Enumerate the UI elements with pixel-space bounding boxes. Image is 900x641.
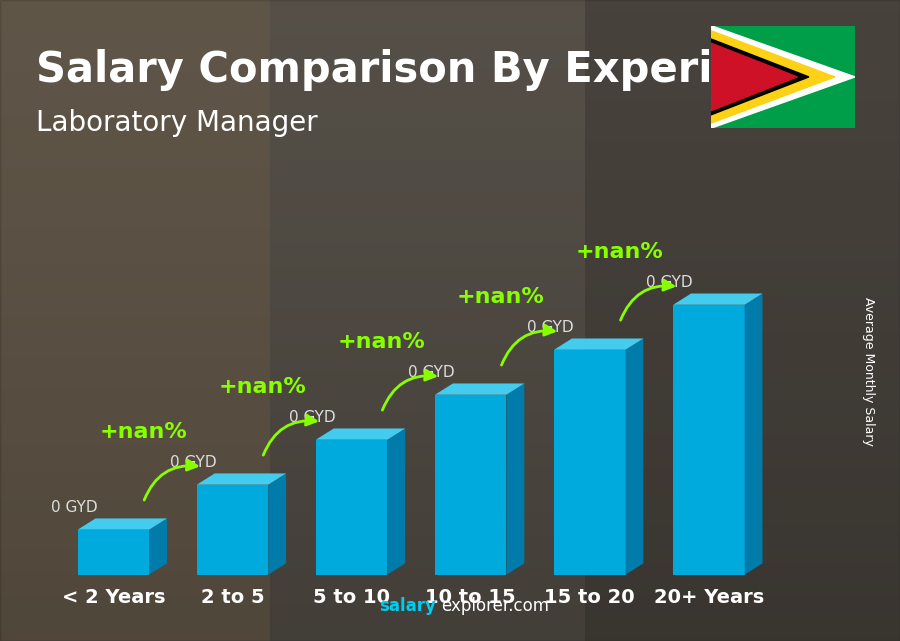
Text: Average Monthly Salary: Average Monthly Salary (862, 297, 875, 446)
Text: 0 GYD: 0 GYD (289, 410, 336, 425)
Text: Laboratory Manager: Laboratory Manager (36, 109, 318, 137)
Polygon shape (711, 26, 855, 128)
Text: 0 GYD: 0 GYD (170, 455, 217, 470)
Polygon shape (316, 440, 387, 574)
Polygon shape (149, 519, 167, 574)
Text: salary: salary (380, 597, 436, 615)
Polygon shape (268, 474, 286, 574)
Text: +nan%: +nan% (338, 332, 426, 352)
Text: +nan%: +nan% (576, 242, 663, 262)
Text: 0 GYD: 0 GYD (408, 365, 454, 380)
Polygon shape (711, 39, 809, 115)
Polygon shape (387, 428, 405, 574)
Text: 0 GYD: 0 GYD (646, 275, 693, 290)
Text: +nan%: +nan% (219, 377, 306, 397)
Polygon shape (77, 519, 167, 529)
Polygon shape (673, 304, 744, 574)
Polygon shape (77, 529, 149, 574)
Polygon shape (626, 338, 644, 574)
Polygon shape (711, 43, 797, 111)
Polygon shape (197, 485, 268, 574)
Polygon shape (673, 294, 762, 304)
Text: Salary Comparison By Experience: Salary Comparison By Experience (36, 49, 824, 91)
Polygon shape (744, 294, 762, 574)
Text: 0 GYD: 0 GYD (527, 320, 574, 335)
Polygon shape (711, 31, 835, 123)
Text: 0 GYD: 0 GYD (50, 500, 97, 515)
Polygon shape (197, 474, 286, 485)
Polygon shape (554, 350, 626, 574)
Polygon shape (316, 428, 405, 440)
Polygon shape (435, 383, 525, 395)
Text: +nan%: +nan% (456, 287, 544, 307)
Text: explorer.com: explorer.com (441, 597, 549, 615)
Polygon shape (435, 395, 507, 574)
Polygon shape (554, 338, 644, 350)
Polygon shape (507, 383, 525, 574)
Text: +nan%: +nan% (99, 422, 187, 442)
